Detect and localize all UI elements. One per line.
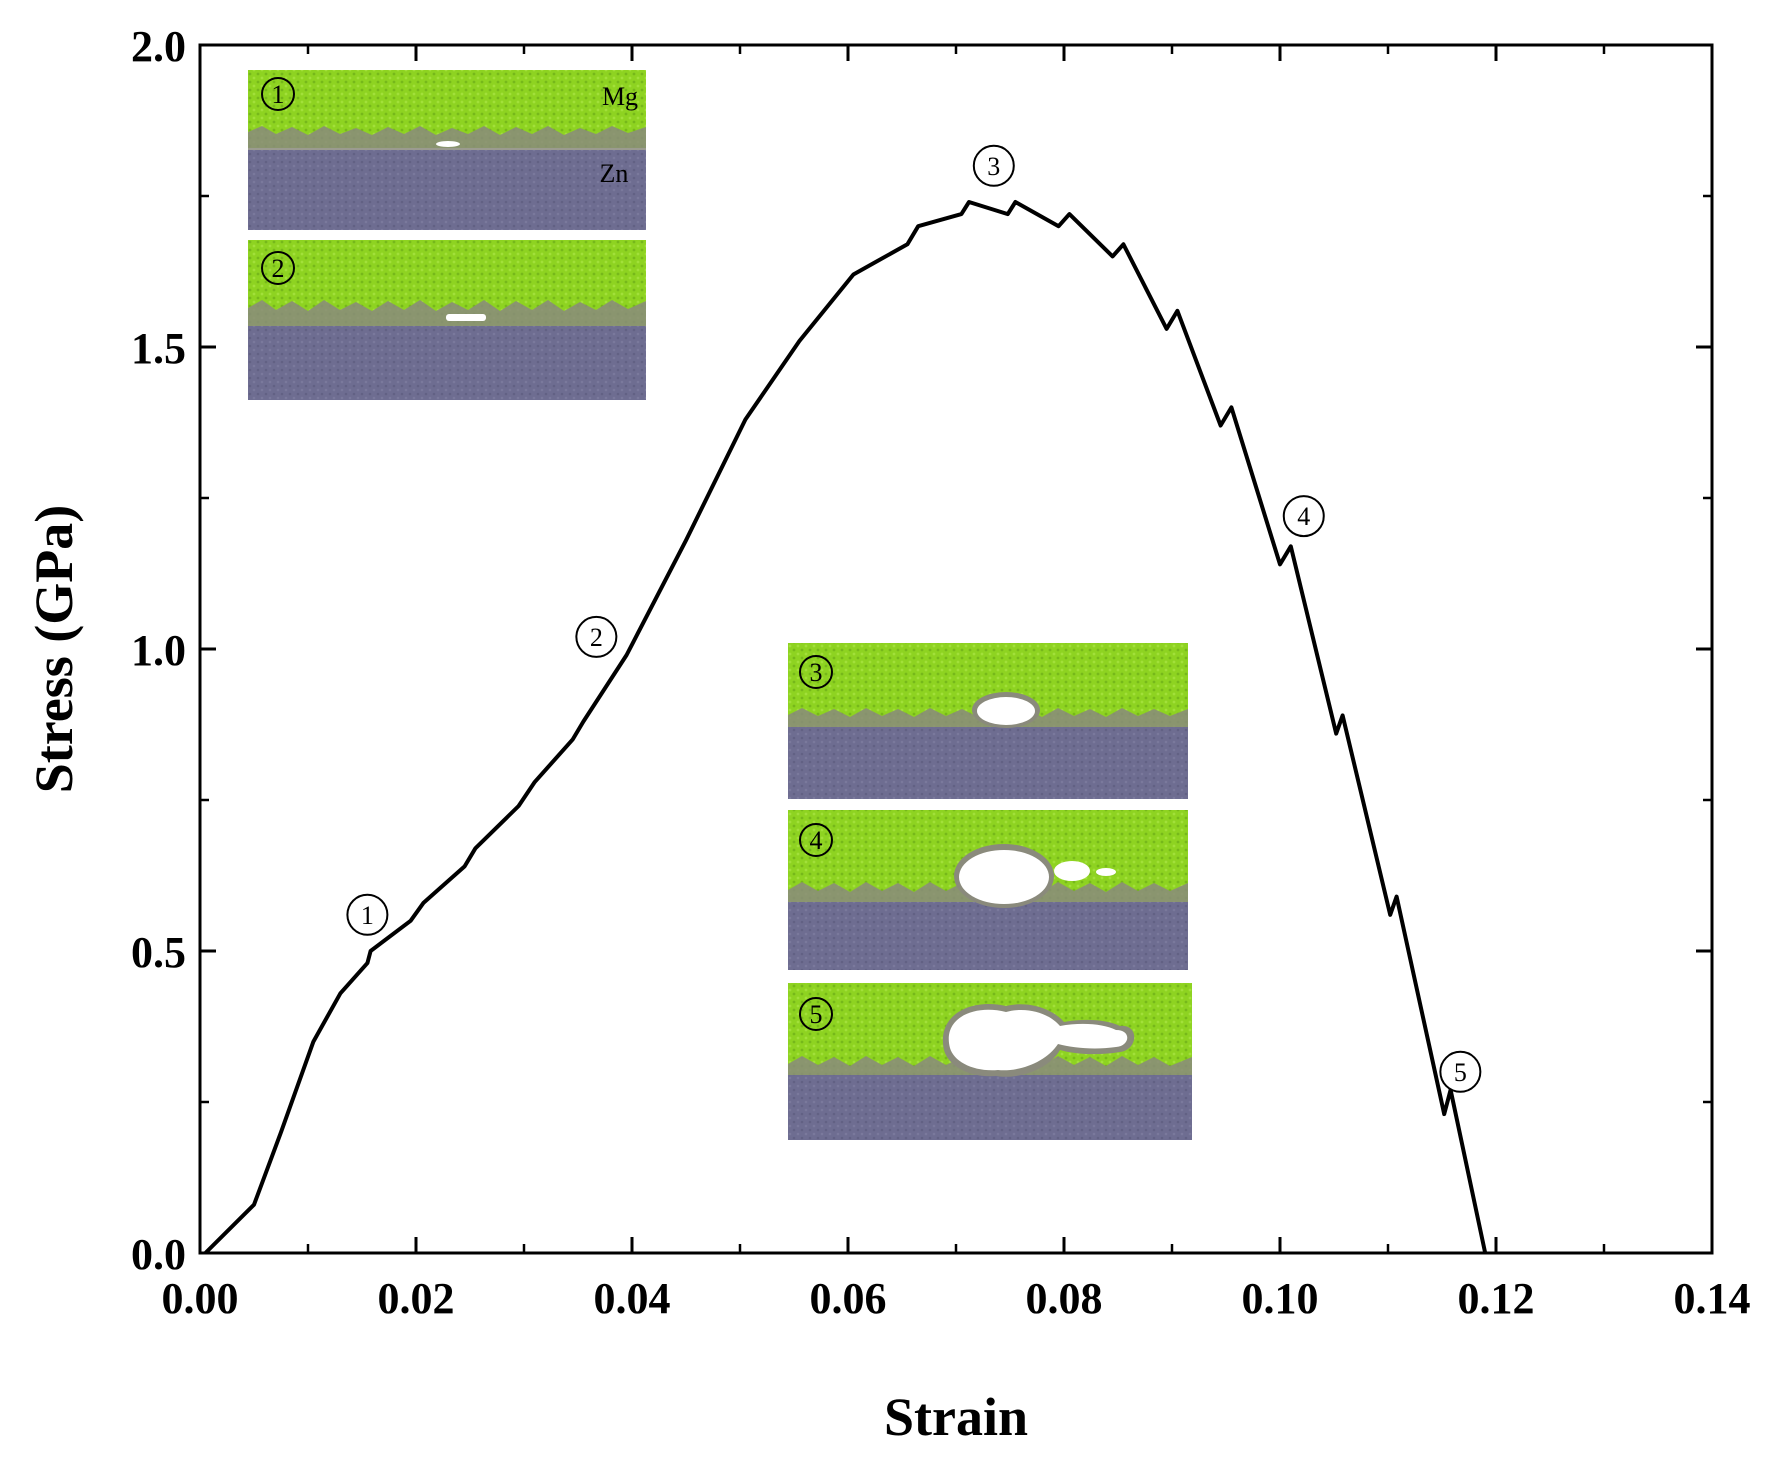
x-tick-label: 0.10 bbox=[1242, 1274, 1319, 1323]
inset-snapshot-4: 4 bbox=[788, 810, 1188, 970]
md-snapshot-insets: 1 Mg Zn 2 3 bbox=[248, 70, 1192, 1140]
marker-2-label: 2 bbox=[590, 623, 603, 652]
y-tick-label: 0.0 bbox=[131, 1230, 186, 1279]
x-tick-label: 0.00 bbox=[162, 1274, 239, 1323]
inset-3-zn-region bbox=[788, 727, 1188, 799]
x-tick-label: 0.04 bbox=[594, 1274, 671, 1323]
x-tick-label: 0.14 bbox=[1674, 1274, 1751, 1323]
marker-5-circle bbox=[1439, 1050, 1482, 1093]
inset-1-mg-label: Mg bbox=[602, 82, 638, 111]
inset-2-label: 2 bbox=[272, 254, 285, 283]
x-tick-label: 0.08 bbox=[1026, 1274, 1103, 1323]
inset-snapshot-3: 3 bbox=[788, 643, 1188, 799]
marker-1-label: 1 bbox=[361, 901, 374, 930]
y-tick-label: 2.0 bbox=[131, 22, 186, 71]
inset-4-label-circle bbox=[799, 823, 833, 857]
axis-ticks bbox=[198, 43, 1714, 1255]
inset-2-zn-region bbox=[248, 326, 646, 400]
inset-5-void bbox=[948, 1009, 1128, 1071]
marker-1-circle bbox=[346, 893, 389, 936]
x-tick-label: 0.12 bbox=[1458, 1274, 1535, 1323]
y-axis-title: Stress (GPa) bbox=[24, 505, 84, 793]
inset-4-label: 4 bbox=[810, 826, 823, 855]
y-tick-label: 0.5 bbox=[131, 928, 186, 977]
marker-5-label: 5 bbox=[1454, 1058, 1467, 1087]
marker-2-circle bbox=[575, 615, 618, 658]
inset-2-interface bbox=[248, 300, 646, 328]
inset-3-void bbox=[977, 697, 1035, 725]
inset-snapshot-5: 5 bbox=[788, 983, 1192, 1140]
inset-1-label: 1 bbox=[272, 80, 285, 109]
curve-markers: 1 2 3 4 5 bbox=[346, 144, 1482, 1093]
inset-3-label: 3 bbox=[810, 658, 823, 687]
x-axis-title: Strain bbox=[884, 1387, 1028, 1447]
inset-4-void-small-2 bbox=[1096, 868, 1116, 876]
inset-2-label-circle bbox=[261, 251, 295, 285]
y-tick-label: 1.0 bbox=[131, 626, 186, 675]
x-tick-label: 0.06 bbox=[810, 1274, 887, 1323]
inset-5-label-circle bbox=[799, 997, 833, 1031]
inset-4-void-small-1 bbox=[1054, 861, 1090, 881]
marker-4-circle bbox=[1282, 495, 1325, 538]
inset-snapshot-2: 2 bbox=[248, 240, 646, 400]
inset-4-zn-region bbox=[788, 902, 1188, 970]
inset-1-zn-label: Zn bbox=[600, 159, 629, 188]
inset-1-zn-region bbox=[248, 150, 646, 230]
axis-tick-labels: 0.00 0.02 0.04 0.06 0.08 0.10 0.12 0.14 0.0 0.5 1.… bbox=[131, 22, 1751, 1323]
marker-4-label: 4 bbox=[1297, 502, 1310, 531]
inset-4-void-large bbox=[959, 850, 1049, 904]
inset-snapshot-1: 1 Mg Zn bbox=[248, 70, 646, 230]
stress-strain-line bbox=[203, 200, 1488, 1255]
inset-1-interface bbox=[248, 126, 646, 152]
inset-5-label: 5 bbox=[810, 1000, 823, 1029]
inset-3-label-circle bbox=[799, 655, 833, 689]
inset-5-zn-region bbox=[788, 1075, 1192, 1140]
marker-3-circle bbox=[972, 144, 1015, 187]
y-tick-label: 1.5 bbox=[131, 324, 186, 373]
marker-3-label: 3 bbox=[987, 152, 1000, 181]
inset-1-void bbox=[436, 141, 460, 147]
x-tick-label: 0.02 bbox=[378, 1274, 455, 1323]
inset-2-void bbox=[446, 314, 486, 321]
inset-1-label-circle bbox=[261, 77, 295, 111]
